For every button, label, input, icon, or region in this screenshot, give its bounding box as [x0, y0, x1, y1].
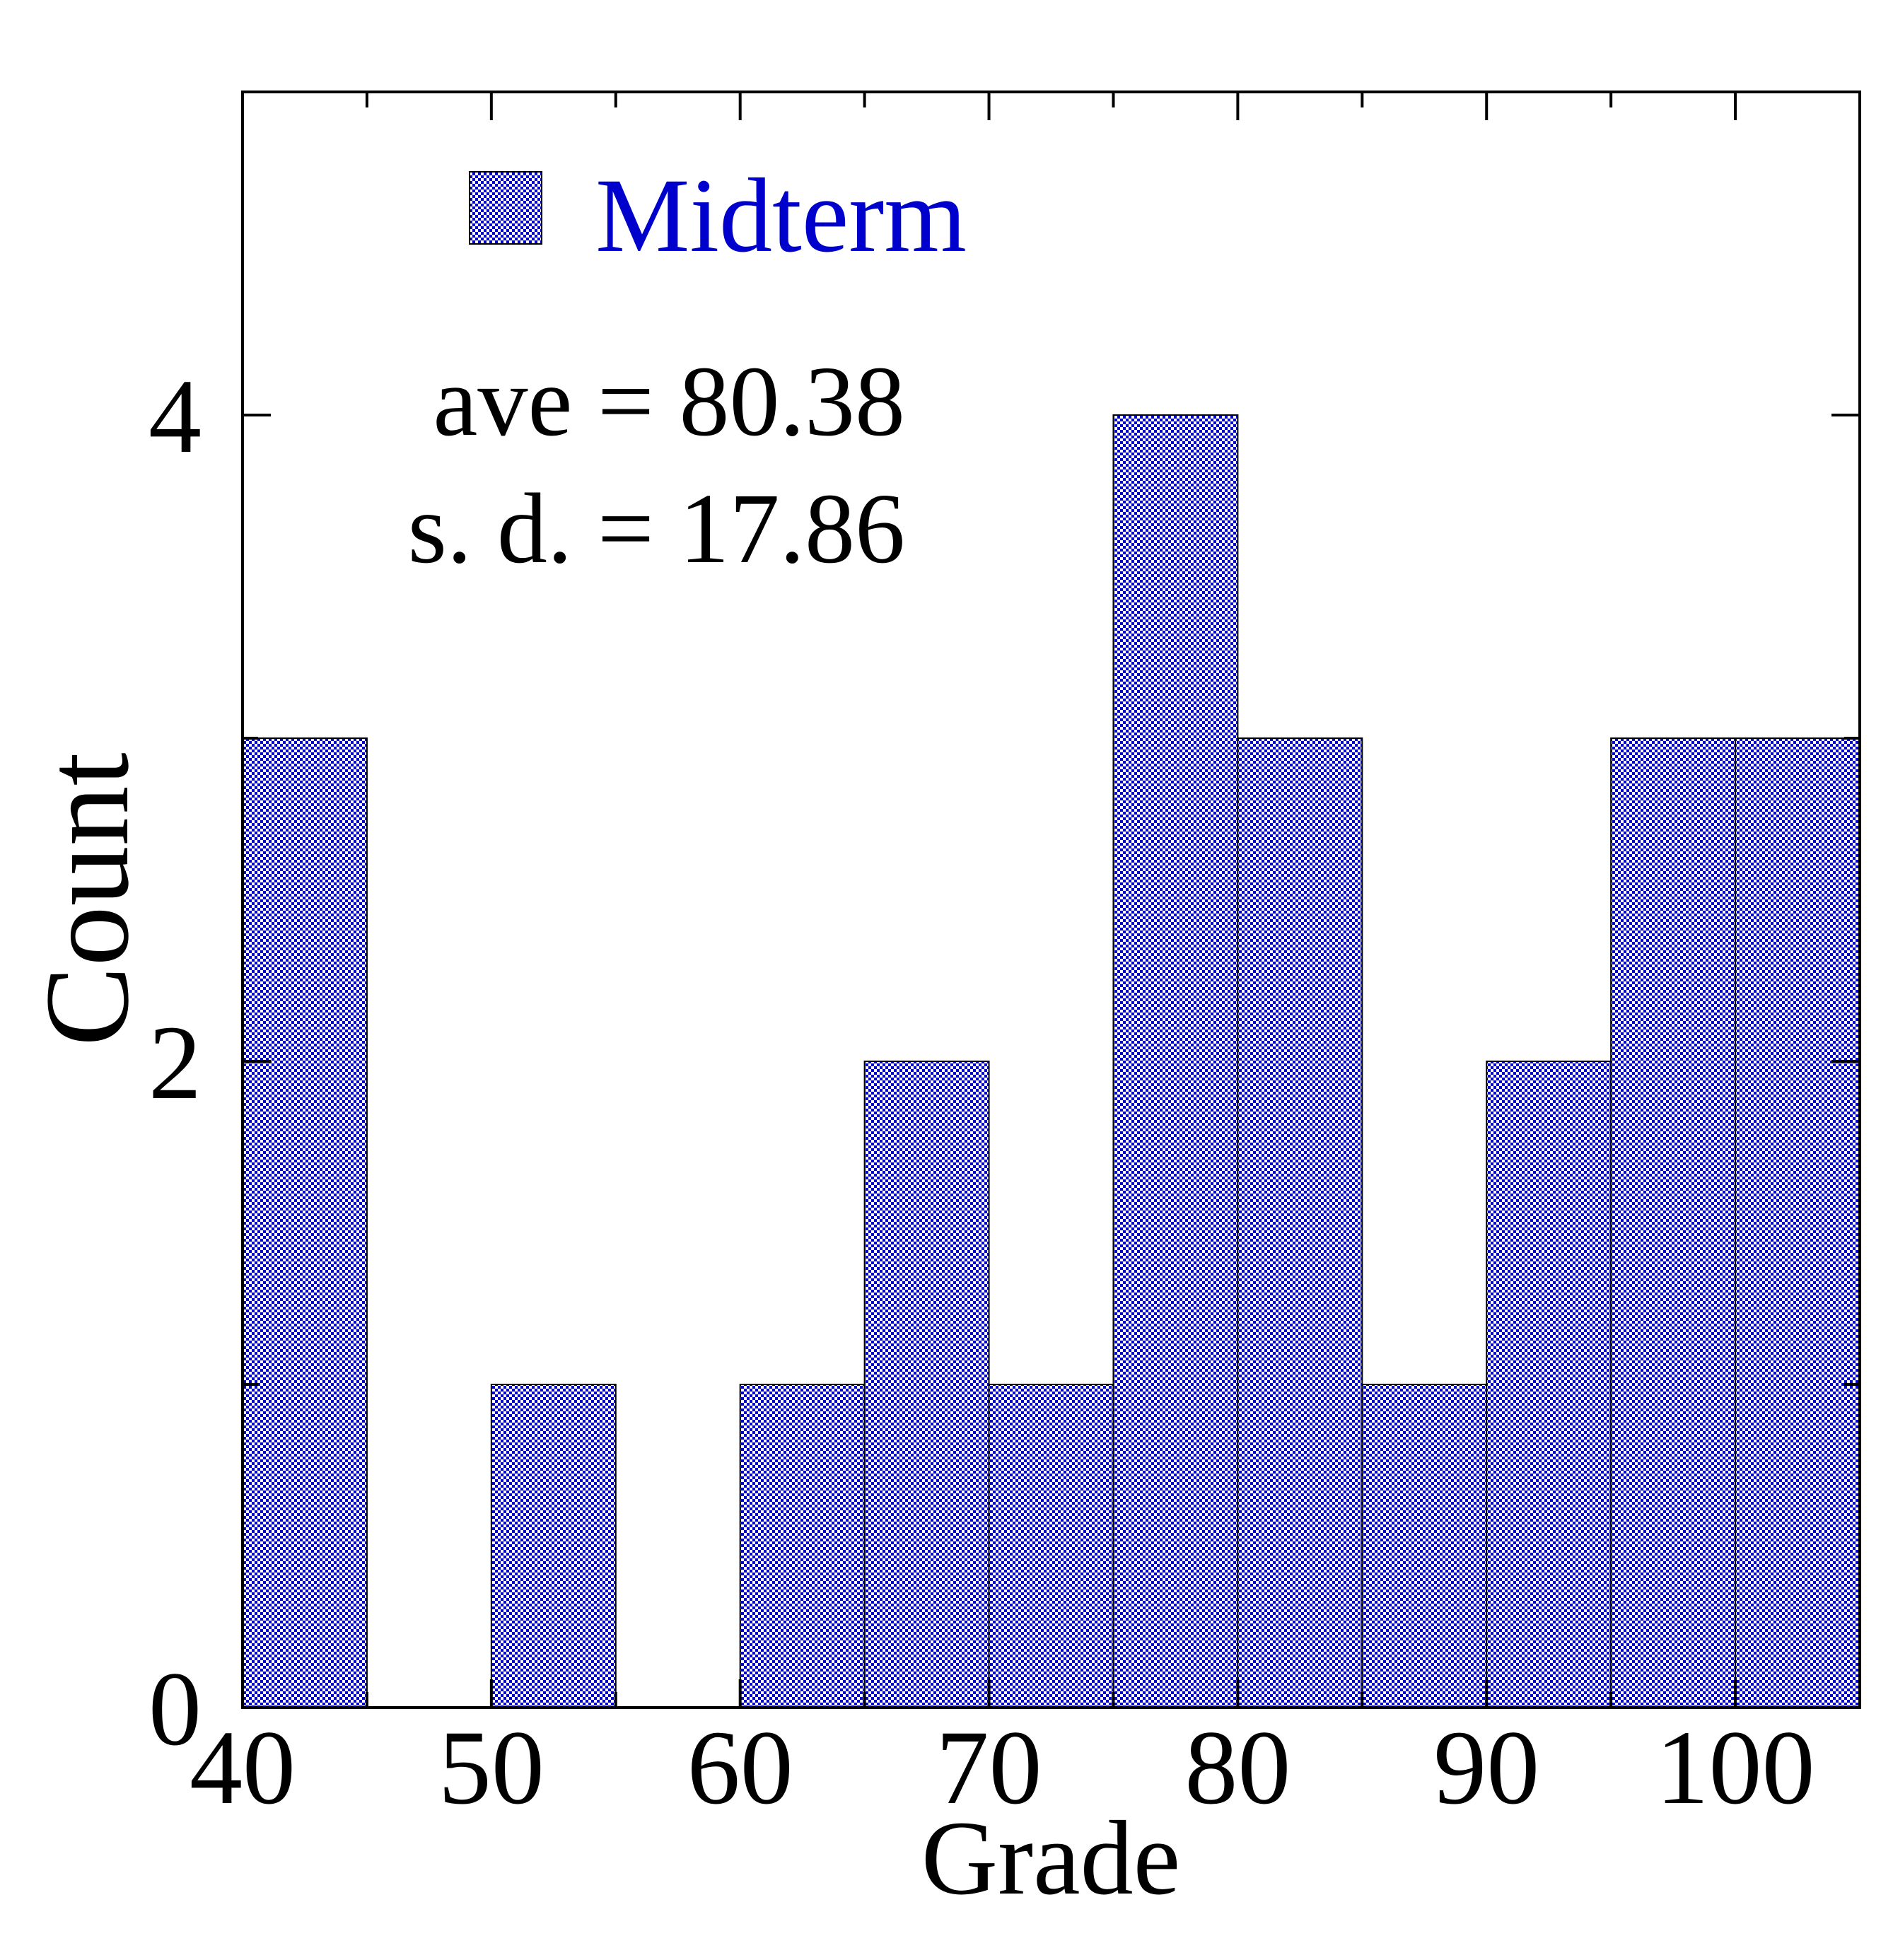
- x-tick-labels: 40 50 60 70 80 90 100: [190, 1709, 1815, 1826]
- legend-label: Midterm: [595, 157, 967, 274]
- histogram-bar-95: [1610, 737, 1737, 1708]
- legend: Midterm: [469, 157, 967, 274]
- x-tick-label: 90: [1433, 1709, 1539, 1826]
- annotation-ave: ave = 80.38: [433, 345, 905, 457]
- histogram-bar-100: [1735, 737, 1860, 1708]
- x-tick-label: 50: [438, 1709, 544, 1826]
- annotation-sd: s. d. = 17.86: [408, 472, 905, 584]
- histogram-bar-80: [1237, 737, 1363, 1708]
- bars-layer: [242, 414, 1860, 1708]
- histogram-bar-90: [1486, 1061, 1612, 1708]
- histogram-bar-70: [988, 1384, 1114, 1708]
- histogram-bar-85: [1361, 1384, 1488, 1708]
- x-tick-label: 100: [1656, 1709, 1815, 1826]
- y-axis-label: Count: [21, 752, 153, 1046]
- plot-frame: [241, 91, 1861, 1709]
- x-tick-label: 80: [1184, 1709, 1291, 1826]
- legend-swatch: [469, 171, 542, 245]
- y-tick-label: 0: [148, 1650, 202, 1768]
- y-tick-label: 4: [148, 358, 202, 475]
- x-tick-label: 70: [936, 1709, 1042, 1826]
- histogram-bar-60: [739, 1384, 866, 1708]
- y-tick-labels: 0 2 4: [148, 358, 202, 1768]
- x-axis-label: Grade: [921, 1799, 1180, 1917]
- histogram-bar-65: [863, 1061, 990, 1708]
- x-tick-label: 40: [190, 1709, 296, 1826]
- histogram-bar-50: [490, 1384, 617, 1708]
- histogram-bar-40: [242, 737, 368, 1708]
- y-tick-label: 2: [148, 1004, 202, 1121]
- histogram-bar-75: [1112, 414, 1239, 1708]
- x-tick-label: 60: [687, 1709, 793, 1826]
